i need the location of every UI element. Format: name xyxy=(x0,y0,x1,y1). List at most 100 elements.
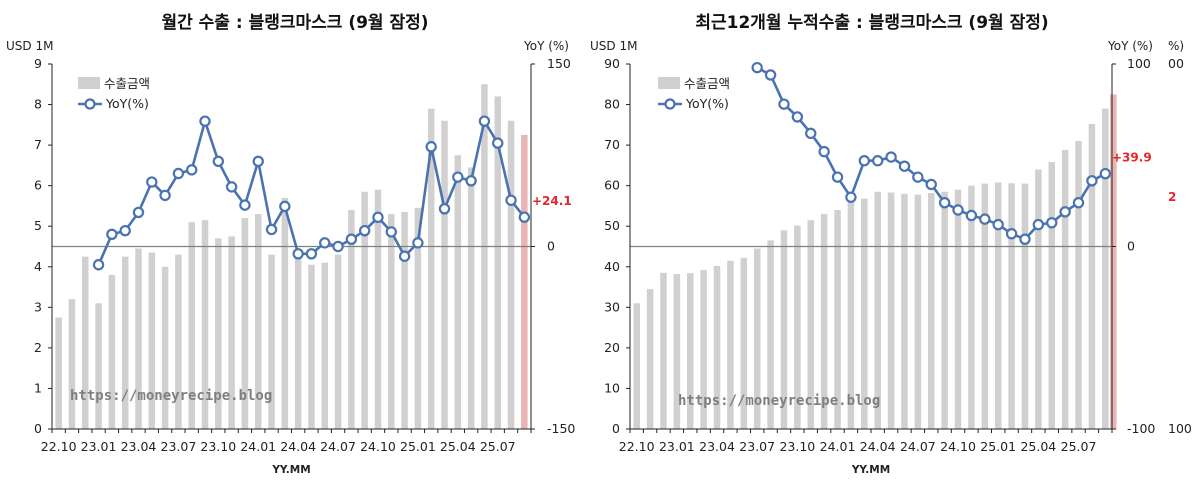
yoy-point xyxy=(425,141,437,153)
bar xyxy=(807,220,814,429)
bar xyxy=(281,197,289,429)
legend-bar-label: 수출금액 xyxy=(684,76,730,91)
yoy-point xyxy=(1072,196,1085,209)
bar xyxy=(388,214,395,429)
x-tick-label: 25.07 xyxy=(480,439,516,454)
right-tick-label: 150 xyxy=(547,56,571,71)
bar xyxy=(494,96,501,429)
bar xyxy=(994,182,1002,429)
bar xyxy=(1110,94,1117,430)
x-tick-label: 25.04 xyxy=(1020,439,1056,454)
bar xyxy=(507,120,515,430)
yoy-point xyxy=(172,167,185,180)
yoy-point xyxy=(159,189,171,202)
x-tick-label: 24.07 xyxy=(320,439,356,454)
bar xyxy=(82,256,89,429)
bar xyxy=(954,189,962,429)
bar xyxy=(941,191,948,429)
yoy-point xyxy=(751,61,763,74)
yoy-point xyxy=(805,127,817,140)
x-tick-label: 24.04 xyxy=(860,439,896,454)
left-tick-label: 4 xyxy=(34,259,42,274)
bar xyxy=(713,265,721,429)
bar xyxy=(1061,149,1069,429)
x-tick-label: 23.04 xyxy=(121,439,157,454)
yoy-annotation: +39.9 xyxy=(1112,151,1152,165)
yoy-point xyxy=(965,209,978,222)
bar xyxy=(308,264,315,429)
yoy-point xyxy=(518,211,531,223)
x-tick-label: 23.07 xyxy=(161,439,197,454)
bar xyxy=(928,192,935,429)
yoy-point xyxy=(132,206,145,219)
yoy-point xyxy=(345,233,358,245)
x-tick-label: 23.10 xyxy=(200,439,236,454)
bar xyxy=(161,266,169,429)
yoy-point xyxy=(1005,228,1018,240)
left-tick-label: 30 xyxy=(604,299,620,314)
bar xyxy=(646,289,654,429)
left-tick-label: 8 xyxy=(34,97,42,112)
bar xyxy=(740,257,748,429)
left-tick-label: 0 xyxy=(34,421,42,436)
x-tick-label: 24.07 xyxy=(900,439,936,454)
left-tick-label: 10 xyxy=(604,380,620,395)
yoy-point xyxy=(858,155,871,167)
left-tick-label: 5 xyxy=(34,218,42,233)
right-axis-unit: YoY (%) xyxy=(523,39,569,53)
bar xyxy=(834,210,841,429)
bar xyxy=(55,317,62,429)
yoy-point xyxy=(252,155,264,168)
left-tick-label: 40 xyxy=(604,259,620,274)
bar xyxy=(254,214,262,429)
yoy-point xyxy=(478,115,491,127)
bar xyxy=(95,303,102,429)
right-tick-label: 0 xyxy=(547,239,555,254)
bar xyxy=(1008,183,1015,429)
bar xyxy=(1048,162,1055,429)
bar xyxy=(348,210,355,429)
bar xyxy=(481,84,488,430)
bar xyxy=(374,189,382,429)
left-tick-label: 60 xyxy=(604,178,620,193)
bar xyxy=(767,240,774,429)
cropped-unit-fragment: %) xyxy=(1168,39,1184,53)
bar xyxy=(901,193,908,429)
bar xyxy=(914,194,922,429)
yoy-point xyxy=(292,248,304,260)
bar xyxy=(981,183,989,429)
left-tick-label: 80 xyxy=(604,97,620,112)
yoy-point xyxy=(119,224,131,237)
yoy-point xyxy=(398,250,411,262)
bar xyxy=(334,254,342,429)
legend-line-marker xyxy=(664,98,676,110)
yoy-point xyxy=(1046,217,1058,229)
right-axis-unit: YoY (%) xyxy=(1107,39,1153,53)
yoy-point xyxy=(818,145,830,158)
right-tick-label: -150 xyxy=(547,421,575,436)
chart-panel-2: 최근12개월 누적수출 : 블랭크마스크 (9월 잠정) USD 1M YoY (%… xyxy=(590,13,1155,476)
bar xyxy=(1035,169,1042,429)
yoy-point xyxy=(92,259,105,271)
x-tick-label: 25.01 xyxy=(400,439,436,454)
bar xyxy=(753,248,761,429)
bar xyxy=(148,252,156,429)
yoy-point xyxy=(438,203,451,215)
yoy-point xyxy=(1099,167,1112,180)
yoy-point xyxy=(358,224,371,237)
watermark-text: https://moneyrecipe.blog xyxy=(70,388,272,404)
left-tick-label: 50 xyxy=(604,218,620,233)
legend-bar-label: 수출금액 xyxy=(104,76,150,91)
yoy-point xyxy=(505,194,517,206)
bar xyxy=(68,299,76,429)
yoy-point xyxy=(265,223,278,236)
bar xyxy=(294,258,302,429)
bar xyxy=(633,303,640,429)
yoy-point xyxy=(778,98,790,110)
x-tick-label: 22.10 xyxy=(41,439,77,454)
yoy-point xyxy=(186,164,198,176)
bar xyxy=(454,155,462,429)
yoy-point xyxy=(791,111,804,123)
